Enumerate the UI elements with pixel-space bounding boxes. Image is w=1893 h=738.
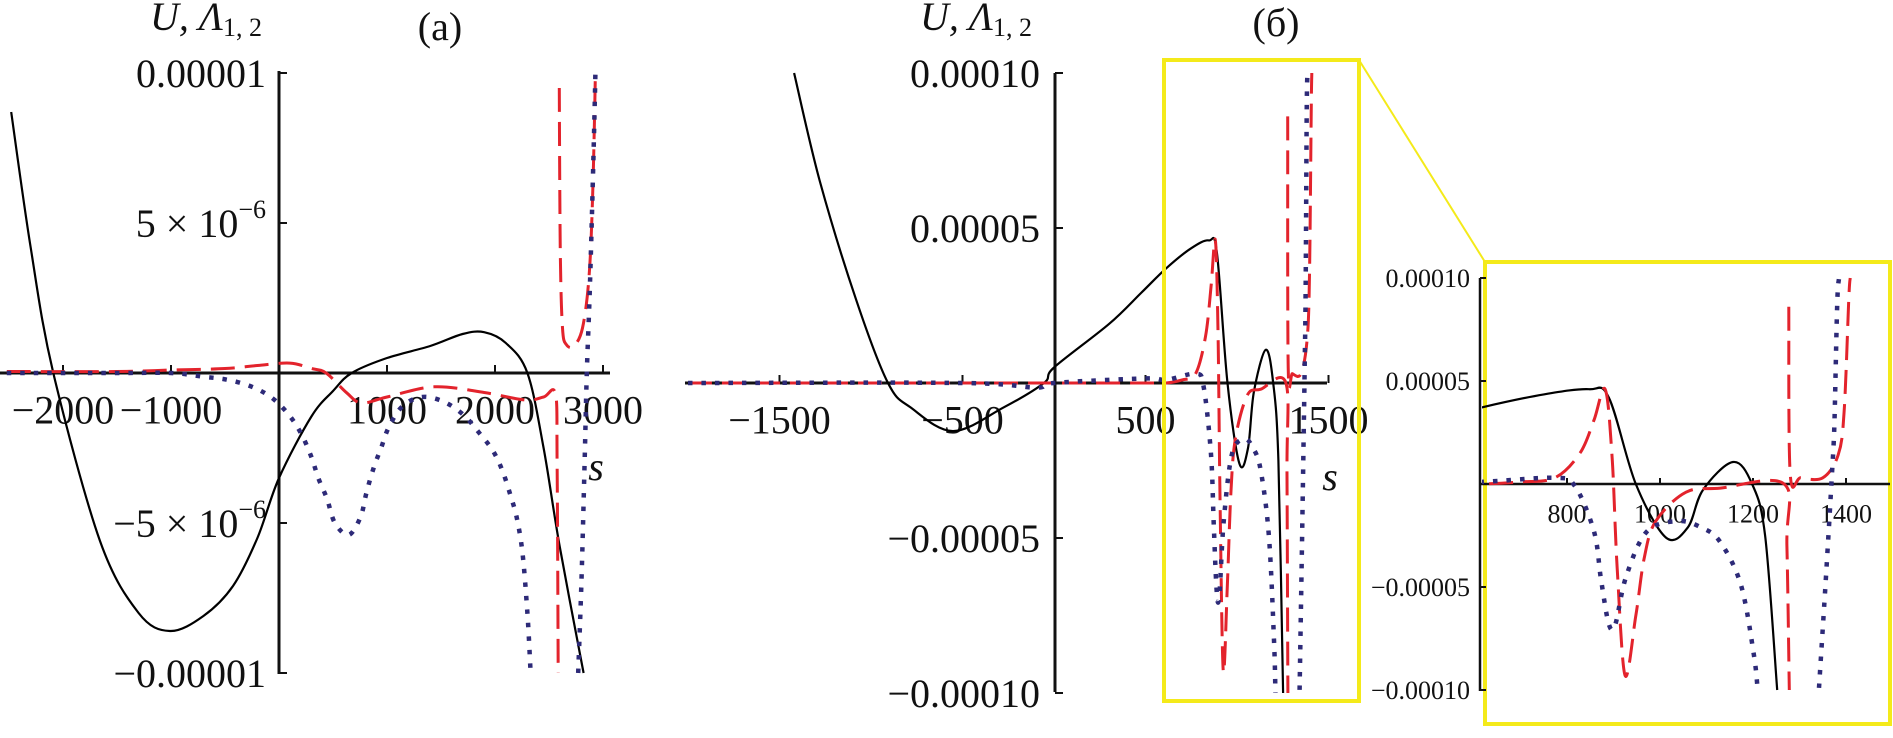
y-tick-label: −0.00010 <box>887 671 1040 716</box>
panel-b-y-axis-label: U, Λ1, 2 <box>920 0 1032 42</box>
x-tick-label: 1500 <box>1289 398 1369 443</box>
panel-a-x-axis-label: s <box>588 444 604 489</box>
panel-a-y-axis-label: U, Λ1, 2 <box>150 0 262 42</box>
x-tick-label: −1000 <box>120 388 223 433</box>
y-tick-label-base: 0.00005 <box>1386 367 1471 396</box>
y-tick-label: −5 × 10−6 <box>113 495 266 546</box>
series-dashed-line-segment <box>1482 386 1792 691</box>
y-tick-label: 0.00010 <box>910 51 1040 96</box>
y-tick-label-exponent: −6 <box>238 495 266 524</box>
y-tick-label: −0.00005 <box>887 516 1040 561</box>
y-tick-label: 0.00005 <box>1386 367 1471 396</box>
y-tick-label: −0.00005 <box>1371 573 1470 602</box>
panel-b-series <box>687 72 1314 694</box>
y-tick-label-exponent: −6 <box>238 195 266 224</box>
panel-a-series <box>6 72 598 674</box>
y-tick-label: 5 × 10−6 <box>136 195 266 246</box>
y-tick-label-base: 0.00010 <box>1386 264 1471 293</box>
panel-a-title: (a) <box>418 4 462 49</box>
x-tick-label: 3000 <box>563 388 643 433</box>
inset-series <box>1482 277 1852 691</box>
series-dashed-line-segment <box>6 361 560 674</box>
zoom-connector-line <box>1358 59 1486 263</box>
panel-b-x-axis-label: s <box>1322 454 1338 499</box>
x-tick-label: −1500 <box>728 398 831 443</box>
series-dotted-line-segment <box>6 370 533 674</box>
y-tick-label: 0.00010 <box>1386 264 1471 293</box>
y-axis-label-base: U, Λ <box>150 0 223 39</box>
series-dashed-line-segment <box>557 72 597 350</box>
x-tick-label: 1000 <box>347 388 427 433</box>
series-dashed-line-segment <box>688 237 1290 694</box>
y-tick-label-base: 0.00001 <box>136 51 266 96</box>
series-dotted-line-segment <box>1297 72 1310 690</box>
y-tick-label-base: −0.00010 <box>1371 676 1470 705</box>
series-solid-line-segment <box>10 111 585 674</box>
y-tick-label-base: 0.00010 <box>910 51 1040 96</box>
panel-b-title: (б) <box>1253 0 1300 45</box>
x-tick-label: 2000 <box>455 388 535 433</box>
series-dotted-line-segment <box>1816 277 1842 689</box>
series-dashed-line-segment <box>1286 72 1314 390</box>
y-axis-label-subscript: 1, 2 <box>993 13 1032 42</box>
y-tick-label-base: −0.00010 <box>887 671 1040 716</box>
y-tick-label-base: 0.00005 <box>910 206 1040 251</box>
y-axis-label-base: U, Λ <box>920 0 993 39</box>
y-tick-label: −0.00010 <box>1371 676 1470 705</box>
y-tick-label-base: 5 × 10 <box>136 201 239 246</box>
series-dotted-line-segment <box>1482 475 1760 691</box>
y-tick-label-base: −0.00005 <box>1371 573 1470 602</box>
x-tick-label: −500 <box>921 398 1004 443</box>
inset-box <box>1483 260 1892 726</box>
y-tick-label-base: −0.00001 <box>113 651 266 696</box>
series-dashed-line-segment <box>1787 277 1852 489</box>
series-solid-line-segment <box>793 72 1285 694</box>
inset-panel: 800 1000 1200 14000.000100.00005−0.00005−0.… <box>1371 260 1892 726</box>
zoom-region-box <box>1162 58 1361 703</box>
x-tick-label: 1200 <box>1727 500 1779 529</box>
panel-b: (б) U, Λ1, 2 −1500 −500 500 1500 0.00010 0.00… <box>685 0 1486 716</box>
y-tick-label-base: −0.00005 <box>887 516 1040 561</box>
x-tick-label: 800 <box>1548 500 1587 529</box>
x-tick-label: 500 <box>1116 398 1176 443</box>
y-tick-label: 0.00005 <box>910 206 1040 251</box>
inset-ticks: 800 1000 1200 14000.000100.00005−0.00005−0.… <box>1371 264 1872 705</box>
series-solid-line-segment <box>1482 386 1779 691</box>
y-tick-label: −0.00001 <box>113 651 266 696</box>
y-tick-label-base: −5 × 10 <box>113 501 238 546</box>
y-axis-label-subscript: 1, 2 <box>223 13 262 42</box>
series-dotted-line-segment <box>575 72 598 674</box>
panel-a: (a) U, Λ1, 2 −2000 −1000 1000 2000 30000.000… <box>0 0 643 696</box>
y-tick-label: 0.00001 <box>136 51 266 96</box>
